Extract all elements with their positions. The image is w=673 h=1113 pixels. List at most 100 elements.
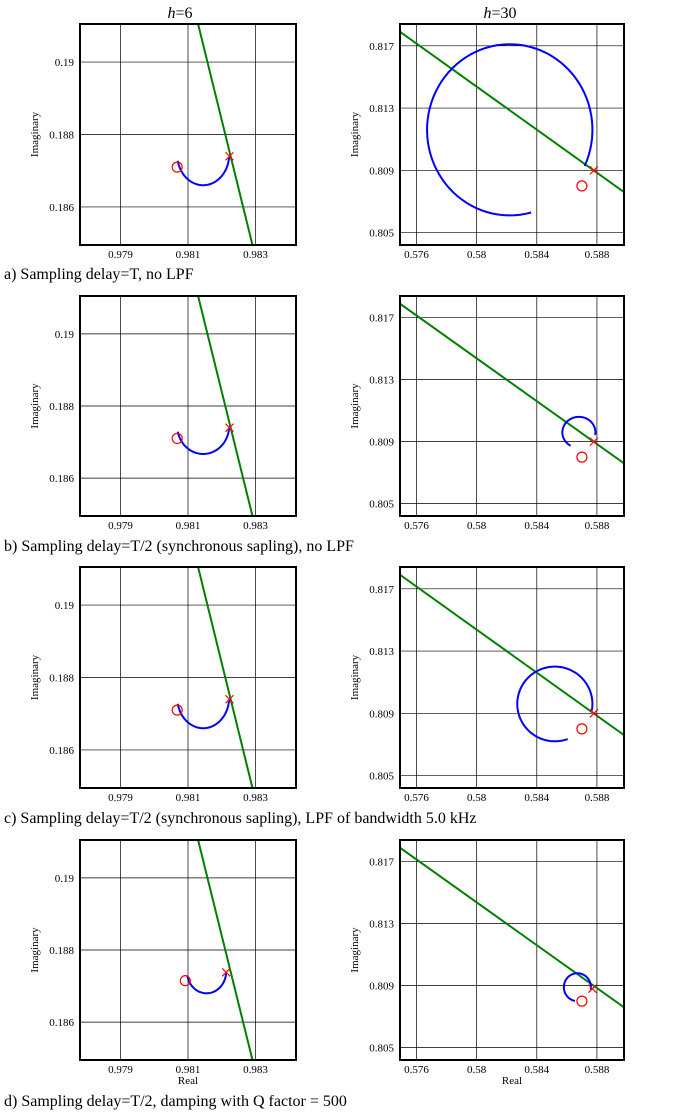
y-tick-label: 0.805 bbox=[369, 228, 394, 240]
x-tick-label: 0.983 bbox=[243, 1064, 268, 1076]
series-arc-blue bbox=[176, 699, 231, 730]
series-line-green bbox=[400, 573, 624, 736]
y-axis-label: Imaginary bbox=[349, 654, 361, 700]
y-tick-label: 0.809 bbox=[369, 981, 394, 993]
y-tick-label: 0.813 bbox=[369, 919, 394, 931]
x-axis-label: Real bbox=[502, 1075, 522, 1087]
y-tick-label: 0.805 bbox=[369, 1043, 394, 1055]
y-axis-label: Imaginary bbox=[29, 654, 41, 700]
circle-marker bbox=[576, 451, 588, 463]
x-tick-label: 0.58 bbox=[467, 520, 487, 532]
panel-7: 0.576 0.58 0.584 0.588 0.805 0.809 0.813 0.817 I… bbox=[349, 839, 625, 1087]
circle-marker bbox=[171, 704, 183, 716]
series-arc-blue bbox=[186, 973, 228, 995]
x-marker bbox=[589, 437, 599, 447]
y-tick-label: 0.805 bbox=[369, 771, 394, 783]
y-tick-label: 0.188 bbox=[49, 130, 74, 142]
x-tick-label: 0.58 bbox=[467, 1064, 487, 1076]
plot-area bbox=[400, 573, 624, 743]
plot-area bbox=[400, 302, 624, 465]
y-tick-label: 0.186 bbox=[49, 745, 74, 757]
x-marker bbox=[589, 708, 599, 718]
axes-frame bbox=[399, 566, 625, 789]
panel-1: 0.576 0.58 0.584 0.588 0.805 0.809 0.813 0.817 I… bbox=[349, 23, 625, 261]
x-marker bbox=[589, 165, 599, 175]
series-line-green bbox=[197, 296, 254, 516]
y-tick-label: 0.19 bbox=[55, 329, 75, 341]
y-tick-label: 0.188 bbox=[49, 945, 74, 957]
plot-area bbox=[179, 840, 254, 1060]
plot-area bbox=[171, 567, 254, 788]
x-tick-label: 0.983 bbox=[243, 249, 268, 261]
y-tick-label: 0.188 bbox=[49, 673, 74, 685]
axes-frame bbox=[79, 566, 297, 789]
y-tick-label: 0.186 bbox=[49, 1017, 74, 1029]
series-line-green bbox=[400, 846, 624, 1009]
x-tick-label: 0.983 bbox=[243, 520, 268, 532]
plot-area bbox=[400, 846, 624, 1009]
series-line-green bbox=[400, 30, 624, 193]
y-tick-label: 0.19 bbox=[55, 873, 75, 885]
caption-c: c) Sampling delay=T/2 (synchronous sapli… bbox=[4, 810, 477, 827]
plot-area bbox=[400, 30, 624, 217]
column-title-right: h=30 bbox=[483, 5, 516, 22]
axes-frame bbox=[79, 295, 297, 517]
y-axis-label: Imaginary bbox=[349, 383, 361, 429]
x-tick-label: 0.981 bbox=[176, 520, 201, 532]
series-arc-blue bbox=[426, 43, 594, 217]
caption-b: b) Sampling delay=T/2 (synchronous sapli… bbox=[4, 538, 354, 555]
x-tick-label: 0.58 bbox=[467, 792, 487, 804]
x-marker bbox=[225, 694, 234, 704]
series-line-green bbox=[197, 840, 254, 1060]
series-arc-blue bbox=[516, 665, 594, 743]
y-tick-label: 0.813 bbox=[369, 375, 394, 387]
caption-d: d) Sampling delay=T/2, damping with Q fa… bbox=[4, 1093, 347, 1110]
series-arc-blue bbox=[561, 415, 597, 447]
y-axis-label: Imaginary bbox=[29, 383, 41, 429]
caption-a: a) Sampling delay=T, no LPF bbox=[4, 266, 194, 283]
x-tick-label: 0.588 bbox=[585, 792, 610, 804]
series-line-green bbox=[400, 302, 624, 465]
x-tick-label: 0.983 bbox=[243, 792, 268, 804]
axes-frame bbox=[399, 839, 625, 1061]
y-tick-label: 0.813 bbox=[369, 646, 394, 658]
y-tick-label: 0.809 bbox=[369, 708, 394, 720]
circle-marker bbox=[576, 180, 588, 192]
y-axis-label: Imaginary bbox=[349, 111, 361, 157]
x-tick-label: 0.576 bbox=[404, 1064, 429, 1076]
series-line-green bbox=[197, 24, 254, 245]
y-tick-label: 0.19 bbox=[55, 600, 75, 612]
circle-marker bbox=[576, 995, 588, 1007]
panel-6: 0.979 0.981 0.983 0.186 0.188 0.19 Imaginary Re… bbox=[29, 839, 297, 1087]
plot-area bbox=[171, 24, 254, 245]
y-tick-label: 0.805 bbox=[369, 499, 394, 511]
x-tick-label: 0.584 bbox=[524, 1064, 549, 1076]
x-tick-label: 0.979 bbox=[108, 1064, 133, 1076]
x-tick-label: 0.58 bbox=[467, 249, 487, 261]
panel-4: 0.979 0.981 0.983 0.186 0.188 0.19 Imaginary bbox=[29, 566, 297, 804]
axes-frame bbox=[399, 23, 625, 246]
x-marker bbox=[225, 423, 234, 433]
axes-frame bbox=[399, 295, 625, 517]
y-tick-label: 0.188 bbox=[49, 401, 74, 413]
x-tick-label: 0.584 bbox=[524, 520, 549, 532]
x-tick-label: 0.576 bbox=[404, 792, 429, 804]
y-axis-label: Imaginary bbox=[29, 111, 41, 157]
x-marker bbox=[588, 984, 597, 994]
circle-marker bbox=[179, 975, 191, 987]
series-arc-blue bbox=[176, 156, 231, 187]
panel-3: 0.576 0.58 0.584 0.588 0.805 0.809 0.813 0.817 I… bbox=[349, 295, 625, 532]
plot-area bbox=[171, 296, 254, 516]
y-tick-label: 0.809 bbox=[369, 437, 394, 449]
axes-frame bbox=[79, 23, 297, 246]
y-tick-label: 0.809 bbox=[369, 165, 394, 177]
panel-0: 0.979 0.981 0.983 0.186 0.188 0.19 Imaginary bbox=[29, 23, 297, 261]
x-marker bbox=[225, 151, 234, 161]
x-tick-label: 0.576 bbox=[404, 249, 429, 261]
x-tick-label: 0.979 bbox=[108, 249, 133, 261]
circle-marker bbox=[171, 432, 183, 445]
y-tick-label: 0.813 bbox=[369, 103, 394, 115]
x-tick-label: 0.588 bbox=[585, 249, 610, 261]
y-tick-label: 0.186 bbox=[49, 473, 74, 485]
